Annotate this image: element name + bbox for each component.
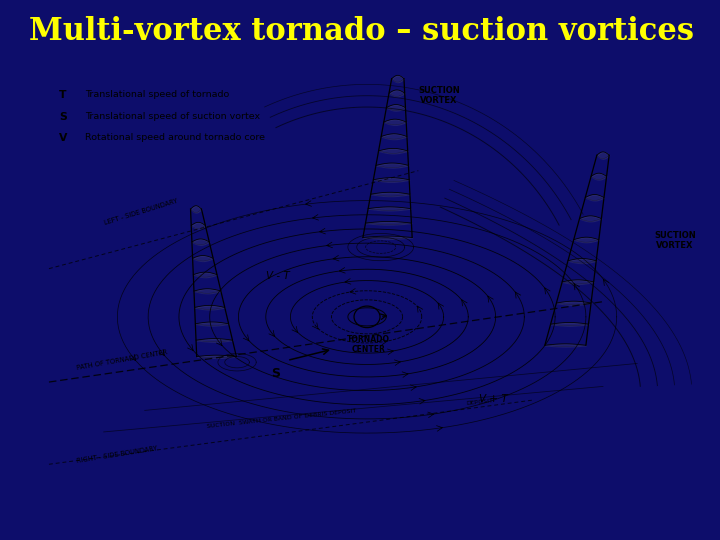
Text: TORNADO
CENTER: TORNADO CENTER — [347, 335, 390, 354]
Text: V + T: V + T — [480, 394, 508, 404]
Text: Translational speed of suction vortex: Translational speed of suction vortex — [85, 112, 261, 120]
Text: RIGHT - SIDE BOUNDARY: RIGHT - SIDE BOUNDARY — [76, 446, 158, 464]
Text: V: V — [59, 133, 68, 143]
Text: T: T — [59, 90, 67, 100]
Text: S: S — [59, 112, 67, 122]
Text: DEPOSIT: DEPOSIT — [467, 398, 494, 406]
Text: SUCTION
VORTEX: SUCTION VORTEX — [418, 86, 459, 105]
Text: Rotational speed around tornado core: Rotational speed around tornado core — [85, 133, 265, 142]
Text: V - T: V - T — [266, 271, 290, 281]
Text: SUCTION  SWATH OR BAND OF DEBRIS DEPOSIT: SUCTION SWATH OR BAND OF DEBRIS DEPOSIT — [207, 409, 356, 429]
Text: S: S — [271, 367, 281, 380]
Text: SUCTION
VORTEX: SUCTION VORTEX — [654, 231, 696, 250]
Text: Translational speed of tornado: Translational speed of tornado — [85, 90, 230, 99]
Text: Multi-vortex tornado – suction vortices: Multi-vortex tornado – suction vortices — [29, 16, 694, 47]
Text: LEFT - SIDE BOUNDARY: LEFT - SIDE BOUNDARY — [104, 198, 179, 226]
Text: PATH OF TORNADO CENTER: PATH OF TORNADO CENTER — [76, 349, 168, 370]
